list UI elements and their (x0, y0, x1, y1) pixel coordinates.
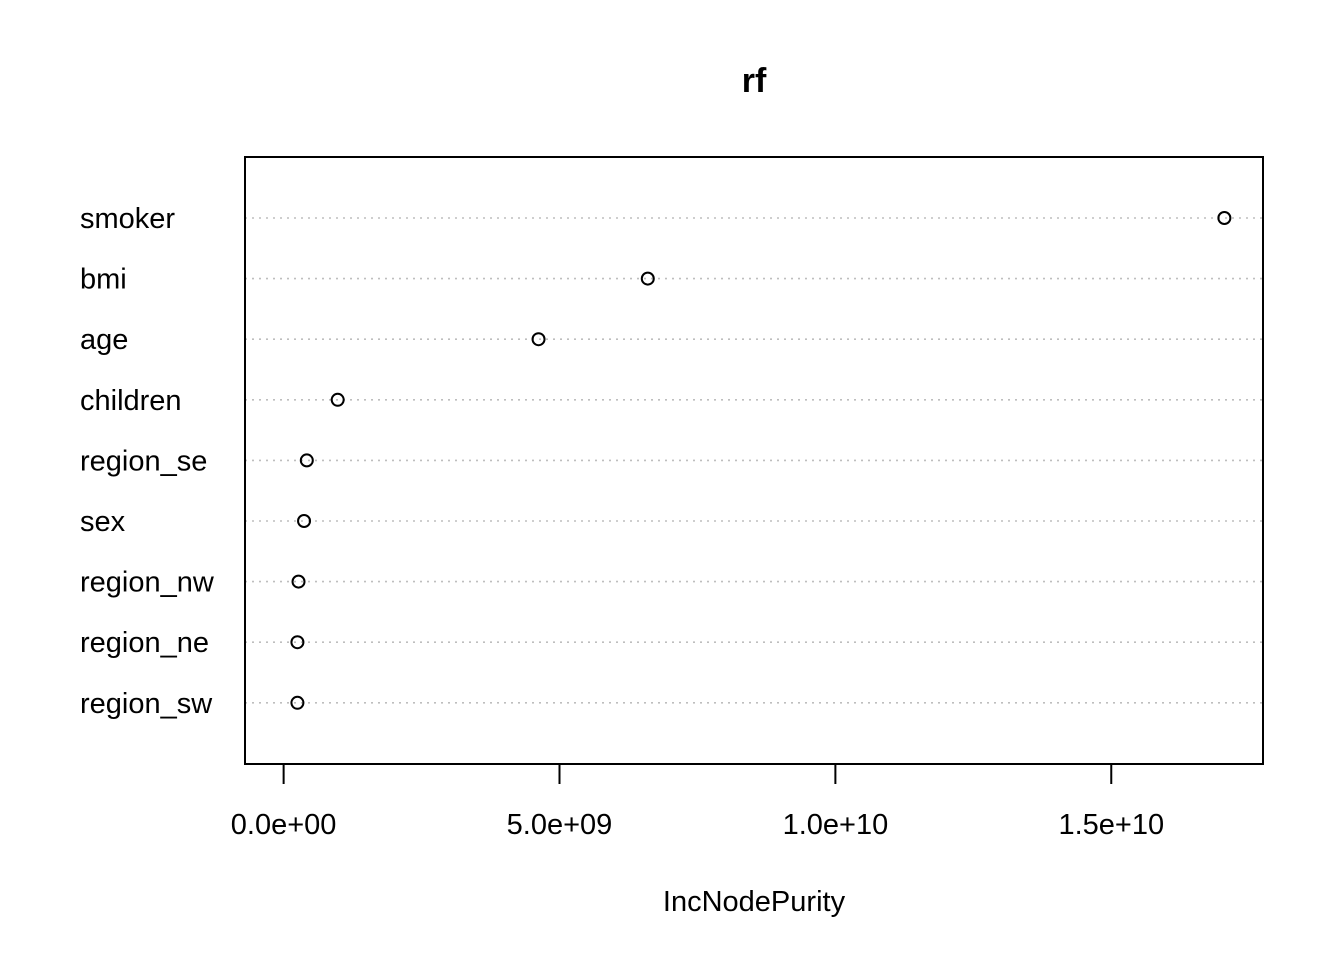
x-tick-label: 0.0e+00 (231, 809, 337, 841)
category-label: region_nw (80, 567, 215, 599)
data-point (640, 271, 655, 286)
data-point (290, 695, 305, 710)
category-label: bmi (80, 264, 127, 296)
category-label: children (80, 385, 182, 417)
category-label: region_ne (80, 627, 209, 659)
x-axis-label: IncNodePurity (663, 886, 846, 918)
grid-lines (245, 217, 1263, 704)
data-point (1217, 211, 1232, 225)
data-point (299, 453, 314, 468)
data-points (290, 211, 1232, 710)
category-label: sex (80, 506, 126, 538)
x-tick-label: 1.5e+10 (1058, 809, 1164, 841)
category-label: age (80, 324, 128, 356)
x-tick-label: 1.0e+10 (783, 809, 889, 841)
plot-frame (244, 156, 1264, 765)
chart-title: rf (742, 62, 767, 100)
category-label: region_sw (80, 688, 213, 720)
data-point (290, 635, 305, 650)
category-label: region_se (80, 445, 207, 477)
x-tick-label: 5.0e+09 (507, 809, 613, 841)
data-point (291, 574, 306, 589)
category-label: smoker (80, 203, 175, 235)
data-point (330, 392, 345, 407)
data-point (531, 332, 546, 347)
x-axis: 0.0e+00 5.0e+09 1.0e+10 1.5e+10 (231, 763, 1164, 841)
data-point (297, 514, 312, 528)
